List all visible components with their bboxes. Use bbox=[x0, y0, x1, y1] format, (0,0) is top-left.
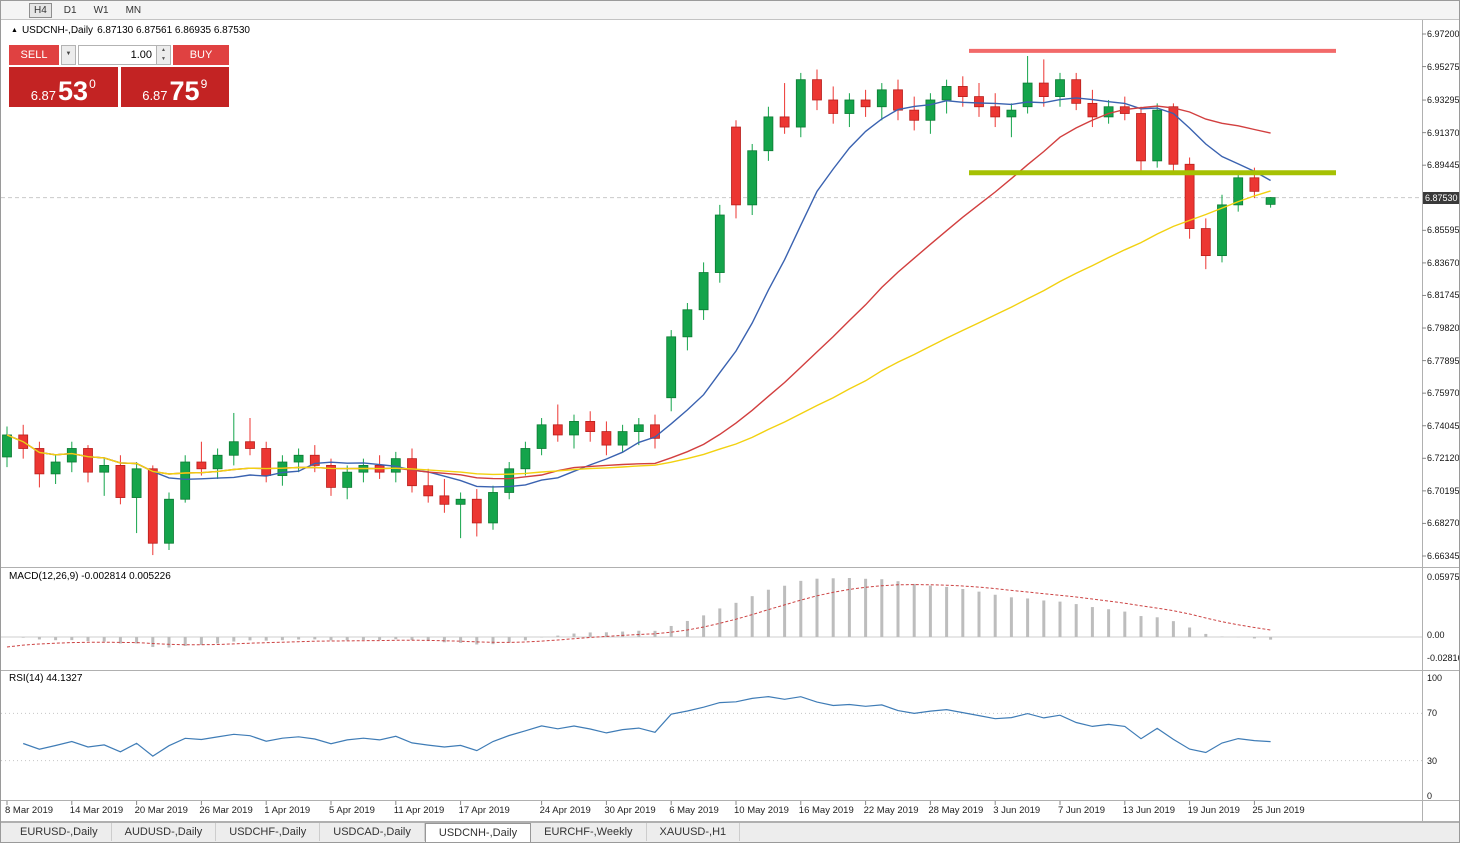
date-axis-label: 24 Apr 2019 bbox=[539, 805, 591, 816]
sell-button[interactable]: SELL bbox=[9, 45, 59, 65]
sell-price-base: 6.87 bbox=[30, 88, 57, 103]
price-axis-label: 6.83670 bbox=[1427, 257, 1460, 268]
price-axis-label: 6.66345 bbox=[1427, 551, 1460, 561]
spin-up-icon[interactable]: ▲ bbox=[157, 46, 170, 55]
macd-axis-label: -0.02816 bbox=[1427, 653, 1460, 663]
chart-tabs-bar: EURUSD-,Daily AUDUSD-,Daily USDCHF-,Daily U… bbox=[1, 822, 1459, 842]
date-axis-label: 25 Jun 2019 bbox=[1252, 805, 1305, 816]
chart-tab[interactable]: AUDUSD-,Daily bbox=[112, 823, 217, 841]
chart-tab[interactable]: EURUSD-,Daily bbox=[7, 823, 112, 841]
timeframe-button-d1[interactable]: D1 bbox=[63, 4, 77, 16]
date-axis-label: 20 Mar 2019 bbox=[134, 805, 188, 816]
rsi-axis-label: 70 bbox=[1427, 708, 1438, 719]
date-axis-label: 16 May 2019 bbox=[798, 805, 854, 816]
timeframe-button-mn[interactable]: MN bbox=[125, 4, 142, 16]
chart-tab[interactable]: USDCAD-,Daily bbox=[320, 823, 425, 841]
macd-label: MACD(12,26,9) -0.002814 0.005226 bbox=[9, 571, 171, 582]
chart-tab[interactable]: USDCNH-,Daily bbox=[424, 823, 532, 842]
date-axis-label: 22 May 2019 bbox=[863, 805, 919, 816]
date-axis-label: 13 Jun 2019 bbox=[1122, 805, 1176, 816]
macd-axis-label: 0.00 bbox=[1427, 630, 1445, 640]
rsi-axis-label: 30 bbox=[1427, 755, 1438, 766]
rsi-axis-label: 0 bbox=[1427, 791, 1433, 801]
date-axis-label: 6 May 2019 bbox=[669, 805, 719, 816]
buy-price-box[interactable]: 6.87 75 9 bbox=[120, 67, 229, 107]
date-axis-label: 8 Mar 2019 bbox=[5, 805, 54, 816]
price-axis-label: 6.89445 bbox=[1427, 160, 1460, 171]
chart-window-title: ▲ USDCNH-,Daily 6.87130 6.87561 6.86935 6.… bbox=[11, 25, 254, 36]
price-axis-label: 6.75970 bbox=[1427, 388, 1460, 399]
timeframe-buttons: H4 D1 W1 MN bbox=[29, 2, 146, 18]
chart-tab[interactable]: XAUUSD-,H1 bbox=[647, 823, 741, 841]
symbol-period-label: USDCNH-,Daily bbox=[21, 25, 94, 36]
price-axis-label: 6.81745 bbox=[1427, 290, 1460, 301]
dropdown-caret-icon[interactable]: ▼ bbox=[61, 45, 76, 65]
price-axis-label: 6.70195 bbox=[1427, 485, 1460, 496]
spin-down-icon[interactable]: ▼ bbox=[157, 55, 170, 64]
date-axis-label: 10 May 2019 bbox=[734, 805, 789, 816]
date-axis-label: 5 Apr 2019 bbox=[329, 805, 375, 816]
current-price-badge: 6.87530 bbox=[1423, 191, 1459, 204]
buy-price-base: 6.87 bbox=[142, 88, 168, 103]
timeframe-button-h4[interactable]: H4 bbox=[29, 2, 52, 18]
rsi-axis-label: 100 bbox=[1427, 673, 1443, 683]
price-axis-label: 6.97200 bbox=[1427, 29, 1460, 39]
price-axis-label: 6.91370 bbox=[1427, 127, 1460, 138]
price-axis-label: 6.77895 bbox=[1427, 355, 1460, 366]
price-axis-label: 6.68270 bbox=[1427, 518, 1460, 529]
date-axis-label: 17 Apr 2019 bbox=[458, 805, 510, 816]
date-axis-label: 1 Apr 2019 bbox=[264, 805, 311, 816]
volume-box: ▲ ▼ bbox=[78, 45, 171, 65]
volume-stepper: ▲ ▼ bbox=[156, 46, 170, 64]
sell-price-pips: 53 bbox=[58, 76, 89, 106]
date-axis-label: 11 Apr 2019 bbox=[393, 805, 445, 816]
ohlc-values: 6.87130 6.87561 6.86935 6.87530 bbox=[97, 25, 250, 36]
date-axis-label: 19 Jun 2019 bbox=[1187, 805, 1240, 816]
price-axis-label: 6.93295 bbox=[1427, 95, 1460, 106]
rsi-label: RSI(14) 44.1327 bbox=[9, 673, 83, 684]
buy-price-point: 9 bbox=[200, 77, 208, 91]
date-axis-label: 7 Jun 2019 bbox=[1058, 805, 1106, 816]
date-axis-label: 26 Mar 2019 bbox=[199, 805, 253, 816]
timeframe-button-w1[interactable]: W1 bbox=[93, 4, 109, 16]
chart-tab[interactable]: USDCHF-,Daily bbox=[216, 823, 321, 841]
buy-button[interactable]: BUY bbox=[173, 45, 229, 65]
date-axis-label: 3 Jun 2019 bbox=[993, 805, 1041, 816]
price-axis-label: 6.85595 bbox=[1427, 225, 1460, 236]
sell-price-box[interactable]: 6.87 53 0 bbox=[9, 67, 118, 107]
price-axis-label: 6.95275 bbox=[1427, 61, 1460, 72]
date-axis-label: 14 Mar 2019 bbox=[69, 805, 124, 816]
buy-price-pips: 75 bbox=[169, 76, 200, 106]
volume-input[interactable] bbox=[79, 46, 156, 64]
chart-tab[interactable]: EURCHF-,Weekly bbox=[531, 823, 647, 841]
macd-axis-label: 0.059758 bbox=[1427, 572, 1460, 582]
price-axis-label: 6.79820 bbox=[1427, 323, 1460, 334]
timeframe-toolbar: H4 D1 W1 MN bbox=[1, 1, 1459, 20]
collapse-panel-icon[interactable]: ▲ bbox=[11, 27, 18, 34]
price-axis-label: 6.74045 bbox=[1427, 420, 1460, 431]
sell-price-point: 0 bbox=[89, 77, 96, 91]
date-axis-label: 30 Apr 2019 bbox=[604, 805, 656, 816]
date-axis-label: 28 May 2019 bbox=[928, 805, 984, 816]
price-axis-label: 6.72120 bbox=[1427, 453, 1460, 464]
